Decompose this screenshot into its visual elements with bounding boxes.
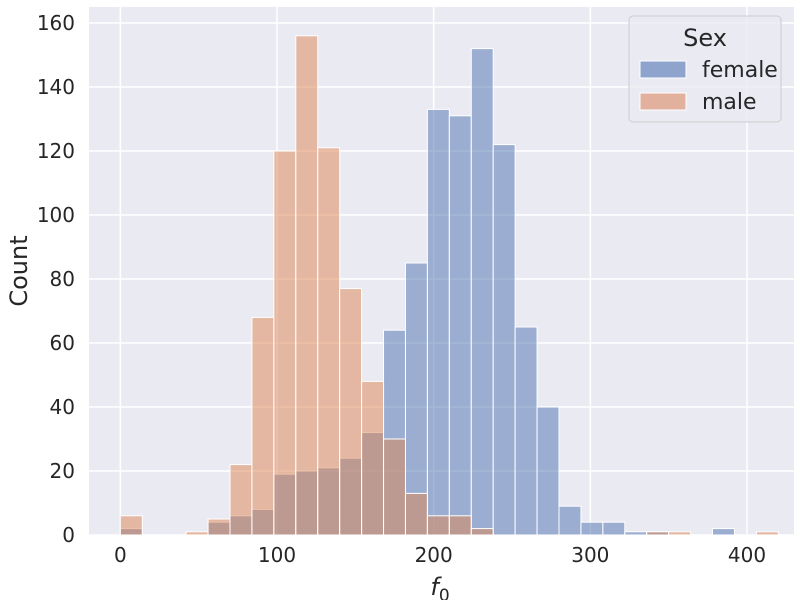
legend-swatch-male xyxy=(639,92,687,111)
male-bar xyxy=(251,316,275,536)
legend: Sex female male xyxy=(628,15,782,123)
male-bar xyxy=(295,35,319,536)
y-tick-label: 140 xyxy=(37,75,75,99)
x-tick-label: 0 xyxy=(114,543,127,567)
female-bar xyxy=(470,48,494,536)
male-bar xyxy=(448,515,472,536)
female-bar xyxy=(712,528,735,536)
y-tick-label: 160 xyxy=(37,11,75,35)
male-bar xyxy=(383,438,406,536)
male-bar xyxy=(339,288,363,536)
female-bar xyxy=(558,505,582,536)
female-bar xyxy=(448,115,472,536)
x-tick-label: 300 xyxy=(571,543,609,567)
x-tick-labels: 0 100 200 300 400 xyxy=(114,543,766,567)
female-bar xyxy=(624,531,648,536)
y-tick-label: 0 xyxy=(62,523,75,547)
x-tick-label: 100 xyxy=(258,543,296,567)
male-bar xyxy=(470,528,494,536)
legend-label-female: female xyxy=(702,58,778,83)
female-bar xyxy=(580,521,604,536)
y-tick-label: 120 xyxy=(37,139,75,163)
male-bars xyxy=(119,35,779,536)
female-bar xyxy=(492,144,516,536)
male-bar xyxy=(207,518,231,536)
female-bar xyxy=(514,326,538,536)
male-bar xyxy=(404,492,428,536)
female-bar xyxy=(426,108,450,536)
legend-title: Sex xyxy=(683,24,727,52)
male-bar xyxy=(361,380,385,536)
male-bar xyxy=(426,515,450,536)
x-tick-label: 400 xyxy=(728,543,766,567)
y-tick-label: 100 xyxy=(37,203,75,227)
x-tick-label: 200 xyxy=(415,543,453,567)
female-bar xyxy=(536,406,560,536)
y-tick-label: 40 xyxy=(50,395,75,419)
y-tick-label: 60 xyxy=(50,331,75,355)
male-bar xyxy=(317,147,341,536)
x-axis-label-sub: 0 xyxy=(439,586,450,600)
y-tick-label: 20 xyxy=(50,459,75,483)
legend-label-male: male xyxy=(702,90,757,115)
male-bar xyxy=(668,531,692,536)
male-bar xyxy=(646,531,670,536)
male-bar xyxy=(229,464,253,536)
male-bar xyxy=(119,515,143,536)
x-axis-label: f0 xyxy=(430,573,449,600)
legend-swatch-female xyxy=(639,60,687,79)
male-bar xyxy=(185,531,209,536)
y-tick-label: 80 xyxy=(50,267,75,291)
female-bar xyxy=(602,521,626,536)
male-bar xyxy=(755,531,779,536)
male-bar xyxy=(273,150,297,536)
y-axis-label: Count xyxy=(5,235,33,306)
y-tick-labels: 0 20 40 60 80 100 120 140 160 xyxy=(37,11,75,547)
